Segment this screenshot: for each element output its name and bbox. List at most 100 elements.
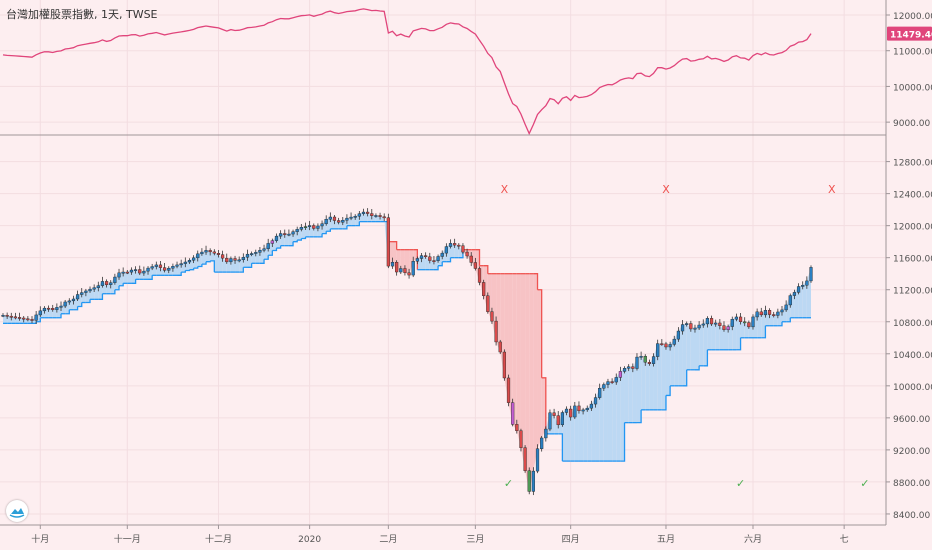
candle-body [1,314,5,317]
trailing-stop-segment [661,395,667,411]
stop-fill-up [690,327,695,370]
stop-fill-up [450,243,455,258]
candle-body [46,307,51,310]
candle-body [511,402,515,425]
candle-body [772,314,776,316]
candle-body [341,220,345,223]
trailing-stop-segment [85,299,91,304]
candle-body [71,298,76,302]
trailing-stop-segment [475,249,481,266]
time-axis: 十月 十一月 十二月 2020 二月 三月 四月 五月 六月 七 [0,524,886,545]
stop-fill-up [251,252,256,264]
candle-body [26,318,30,321]
stop-fill-up [421,255,426,270]
candle-body [67,300,71,303]
stop-fill-up [607,381,613,462]
candle-body [150,266,154,269]
stop-fill-up [591,397,596,462]
price-axis: 12000.00 11000.00 10000.00 9000.00 12800.00 1… [885,0,932,525]
stop-fill-up [740,321,745,338]
candle-body [233,258,237,261]
candle-body [502,351,506,379]
logo-icon[interactable] [6,500,28,522]
candle-body [109,282,113,285]
candle-body [498,341,502,353]
price-tick-label: 9200.00 [893,447,930,457]
candle-body [129,269,134,273]
stop-fill-up [371,215,376,222]
stop-fill-up [429,260,434,270]
stop-fill-up [603,381,608,462]
stop-fill-up [703,318,708,366]
stop-fill-up [11,316,16,324]
stop-fill-up [715,322,720,350]
price-tick-label: 8400.00 [893,511,930,521]
price-tick-label: 9600.00 [893,415,930,425]
stop-fill-up [363,212,368,222]
trailing-stop-segment [301,236,307,240]
buy-signal-marker: ✓ [860,477,869,490]
candle-body [809,267,813,282]
trailing-stop-segment [326,228,331,232]
trailing-stop-segment [73,306,79,311]
candle-body [395,262,399,273]
trailing-stop-segment [119,283,124,287]
candle-body [424,255,428,258]
candle-body [320,223,324,227]
time-tick-label: 七 [840,534,849,545]
time-tick-label: 2020 [298,535,321,545]
price-tick-label: 12400.00 [893,191,932,201]
stop-fill-up [206,250,211,262]
price-tick-label: 10000.00 [893,83,932,93]
candle-body [291,231,295,235]
candle-body [287,233,291,236]
stop-fill-up [769,314,774,326]
candle-body [5,314,9,317]
candle-body [216,253,221,255]
stop-fill-down [512,273,517,431]
stop-fill-up [305,225,310,237]
candle-body [138,269,142,274]
trailing-stop-segment [189,268,195,271]
price-tick-label: 12000.00 [893,223,932,233]
stop-fill-up [177,263,182,276]
candle-body [444,246,448,254]
stop-fill-up [624,366,629,423]
price-tick-label: 12800.00 [893,159,932,169]
stop-fill-up [761,310,766,338]
stop-fill-up [682,323,687,386]
stop-fill-up [595,388,600,462]
candle-body [482,282,486,296]
trailing-stop-segment [56,313,62,319]
trailing-stop-segment [259,259,265,264]
candle-body [519,430,523,448]
candle-body [780,309,784,313]
candle-body [581,409,585,412]
stop-fill-down [533,273,538,472]
candle-body [382,216,386,219]
candle-body [477,268,482,283]
stop-fill-up [674,331,679,386]
candle-body [656,343,660,357]
stop-fill-up [458,245,463,258]
stop-fill-up [587,404,592,462]
candle-body [75,294,80,300]
candle-body [175,264,179,267]
stop-fill-up [719,325,724,350]
buy-signal-marker: ✓ [736,477,745,490]
candle-body [254,252,258,254]
sell-signal-marker: X [828,183,836,196]
price-line-pane [0,8,886,136]
candle-body [192,257,196,261]
candle-body [540,437,544,449]
stop-fill-up [123,272,128,284]
stop-fill-up [15,317,20,324]
price-tick-label: 8800.00 [893,479,930,489]
stop-fill-up [48,308,53,318]
stop-fill-up [554,415,559,434]
candle-body [631,366,635,369]
candle-body [171,266,175,269]
stop-fill-up [657,343,662,410]
candle-body [734,316,739,320]
